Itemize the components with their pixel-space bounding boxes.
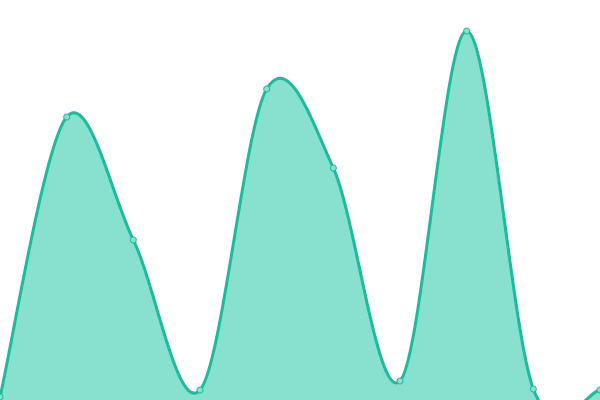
data-point-5: [329, 164, 337, 172]
data-point-8: [529, 385, 537, 393]
data-point-0: [0, 393, 4, 400]
series-line: [0, 29, 600, 400]
data-point-1: [63, 113, 71, 121]
data-point-2: [129, 236, 137, 244]
data-point-9: [596, 386, 600, 394]
data-point-7: [463, 27, 471, 35]
data-points: [0, 27, 600, 400]
data-point-3: [196, 386, 204, 394]
data-point-4: [263, 85, 271, 93]
series-area-fill: [0, 30, 600, 400]
data-point-6: [396, 377, 404, 385]
